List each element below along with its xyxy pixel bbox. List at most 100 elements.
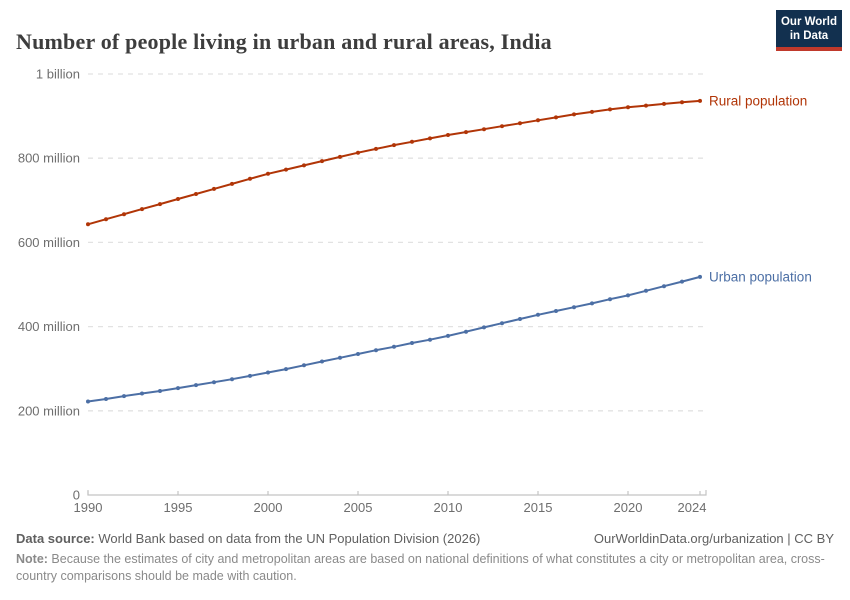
rural-population-point-marker: [680, 100, 684, 105]
urban-population-point-marker: [122, 394, 126, 399]
series-label-urban-population: Urban population: [709, 269, 812, 284]
y-axis-tick-label: 800 million: [18, 151, 80, 166]
rural-population-point-marker: [212, 186, 216, 191]
urban-population-point-marker: [212, 380, 216, 385]
urban-population-point-marker: [608, 297, 612, 302]
rural-population-point-marker: [230, 181, 234, 186]
rural-population-point-marker: [356, 150, 360, 155]
urban-population-point-marker: [86, 399, 90, 404]
urban-population-point-marker: [266, 370, 270, 375]
rural-population-point-marker: [392, 143, 396, 148]
urban-population-point-marker: [230, 377, 234, 382]
rural-population-point-marker: [662, 101, 666, 106]
citation-link[interactable]: OurWorldinData.org/urbanization | CC BY: [593, 531, 834, 546]
urban-population-point-marker: [572, 305, 576, 310]
rural-population-point-marker: [284, 167, 288, 172]
y-axis-tick-label: 200 million: [18, 403, 80, 418]
y-axis-tick-label: 1 billion: [36, 67, 80, 82]
y-axis-tick-label: 600 million: [18, 235, 80, 250]
chart-canvas: 0 200 million 400 million 600 million 800 mi…: [18, 67, 812, 516]
rural-population-point-marker: [86, 222, 90, 227]
page-title: Number of people living in urban and rur…: [16, 28, 552, 54]
rural-population-point-marker: [590, 109, 594, 114]
x-axis-tick-label: 2010: [434, 500, 463, 515]
x-axis-tick-label: 1995: [164, 500, 193, 515]
rural-population-line: [87, 99, 701, 226]
rural-population-point-marker: [320, 159, 324, 164]
rural-population-point-marker: [122, 212, 126, 217]
rural-population-point-marker: [248, 176, 252, 181]
urban-population-point-marker: [662, 284, 666, 289]
rural-population-point-marker: [536, 118, 540, 123]
rural-population-point-marker: [482, 127, 486, 132]
rural-population-point-marker: [176, 197, 180, 201]
data-source-row: Data source: World Bank based on data fr…: [16, 531, 834, 546]
x-axis-tick-label: 2024: [678, 500, 707, 515]
x-axis-tick-label: 2000: [254, 500, 283, 515]
rural-population-point-marker: [158, 202, 162, 207]
rural-population-point-marker: [194, 192, 198, 196]
urban-population-point-marker: [392, 344, 396, 349]
rural-population-point-marker: [410, 139, 414, 144]
rural-population-point-marker: [464, 130, 468, 135]
urban-population-point-marker: [536, 312, 540, 317]
urban-population-point-marker: [284, 367, 288, 372]
rural-population-point-marker: [302, 163, 306, 168]
x-axis-tick-label: 2005: [344, 500, 373, 515]
x-axis-tick-label: 2015: [524, 500, 553, 515]
rural-population-point-marker: [140, 207, 144, 212]
urban-population-point-marker: [500, 321, 504, 326]
urban-population-point-marker: [464, 329, 468, 334]
rural-population-point-marker: [446, 133, 450, 137]
rural-population-point-marker: [608, 107, 612, 112]
data-source: Data source: World Bank based on data fr…: [16, 531, 480, 546]
urban-population-point-marker: [176, 386, 180, 391]
x-axis-tick-label: 2020: [614, 500, 643, 515]
x-axis-tick-label: 1990: [74, 500, 103, 515]
data-source-label: Data source:: [16, 531, 95, 546]
chart-footer: Data source: World Bank based on data fr…: [16, 531, 834, 585]
data-source-text: World Bank based on data from the UN Pop…: [94, 531, 481, 546]
urban-population-point-marker: [356, 352, 360, 356]
rural-population-point-marker: [338, 154, 342, 159]
urban-population-point-marker: [626, 293, 630, 298]
urban-population-point-marker: [428, 337, 432, 342]
urban-population-point-marker: [518, 317, 522, 321]
rural-population-point-marker: [572, 112, 576, 117]
urban-population-point-marker: [302, 363, 306, 368]
note-text: Because the estimates of city and metrop…: [16, 552, 825, 583]
series-label-rural-population: Rural population: [709, 93, 807, 108]
urban-population-point-marker: [482, 325, 486, 330]
rural-population-point-marker: [626, 105, 630, 110]
note-label: Note:: [16, 552, 48, 566]
urban-population-point-marker: [554, 309, 558, 313]
urban-population-point-marker: [446, 333, 450, 338]
urban-population-point-marker: [104, 397, 108, 401]
rural-population-point-marker: [554, 115, 558, 120]
rural-population-point-marker: [104, 217, 108, 222]
owid-logo: Our World in Data: [776, 10, 842, 51]
urban-population-point-marker: [698, 274, 702, 279]
urban-population-point-marker: [320, 359, 324, 364]
rural-population-point-marker: [266, 171, 270, 176]
y-axis-tick-label: 0: [73, 488, 80, 503]
urban-population-point-marker: [590, 301, 594, 306]
urban-population-point-marker: [374, 348, 378, 353]
urban-population-point-marker: [248, 373, 252, 378]
urban-population-point-marker: [338, 355, 342, 360]
urban-population-point-marker: [140, 391, 144, 396]
urban-population-line: [87, 275, 701, 403]
urban-population-point-marker: [410, 341, 414, 345]
urban-population-point-marker: [644, 288, 648, 293]
chart-note: Note: Because the estimates of city and …: [16, 551, 834, 585]
rural-population-point-marker: [500, 124, 504, 129]
x-axis-line: [87, 490, 707, 496]
owid-logo-line1: Our World: [780, 16, 837, 28]
urban-population-point-marker: [194, 383, 198, 388]
rural-population-point-marker: [644, 103, 648, 108]
owid-logo-line2: in Data: [789, 30, 829, 42]
rural-population-point-marker: [698, 98, 702, 103]
rural-population-point-marker: [428, 136, 432, 141]
rural-population-point-marker: [518, 121, 522, 126]
